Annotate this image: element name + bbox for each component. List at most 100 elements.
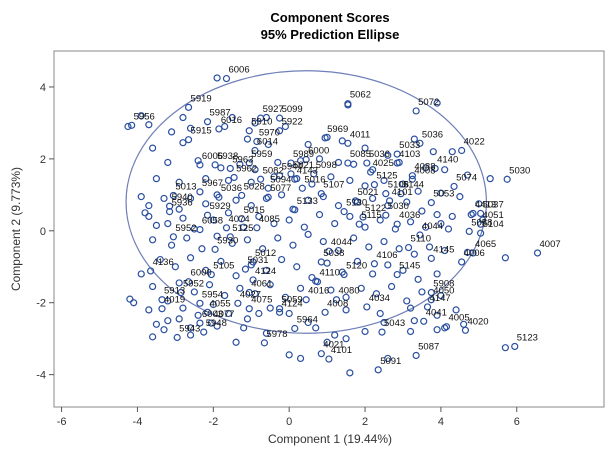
point-label: 5087 [418,341,439,352]
point-label: 5125 [376,171,397,182]
labeled-score-point [420,317,428,325]
score-point [270,220,278,228]
point-label: 5013 [175,181,196,192]
score-point [285,216,293,224]
score-point [410,135,418,143]
point-label: 4136 [153,257,174,268]
labeled-score-point [196,188,204,196]
score-point [296,284,305,292]
labeled-score-point [211,161,219,169]
point-label: 5964 [297,314,318,325]
labeled-score-point [275,308,284,316]
score-point [399,180,407,188]
score-point [448,148,456,156]
score-point [137,112,145,120]
y-tick-label: -4 [36,370,46,382]
point-label: 4044 [331,237,352,248]
point-label: 4007 [540,239,561,250]
point-label: 4101 [331,345,352,356]
score-point [186,324,195,332]
score-point [289,241,297,249]
score-point [384,151,392,159]
labeled-score-point [222,224,231,232]
labeled-score-point [184,103,193,111]
score-point [501,344,509,352]
point-label: 5072 [418,97,439,108]
point-label: 5110 [411,234,431,245]
point-label: 6006 [202,151,223,162]
labeled-score-point [317,350,325,358]
point-label: 5012 [255,248,276,259]
labeled-score-point [332,296,341,304]
score-point [277,191,286,199]
score-point [217,257,225,265]
point-label: 5120 [346,261,367,272]
labeled-score-point [203,118,212,126]
score-point [152,175,161,183]
labeled-score-point [275,114,284,122]
score-point [444,225,453,233]
score-point [403,297,411,305]
score-point [221,291,229,300]
score-point [342,293,350,301]
point-label: 4074 [228,214,249,225]
labeled-score-point [469,249,477,257]
point-label: 5954 [202,289,223,300]
labeled-score-point [238,191,246,200]
score-point [183,234,191,242]
point-label: 5919 [191,93,212,104]
point-label: 5987 [210,108,231,119]
score-point [414,275,422,283]
point-label: 4020 [467,316,488,327]
y-tick-label: 4 [40,82,46,94]
labeled-score-point [203,308,212,316]
x-tick-label: 6 [514,416,520,428]
point-label: 6003 [202,309,223,320]
x-tick-label: -2 [208,416,218,428]
score-point [141,209,149,217]
score-point [304,196,312,204]
labeled-score-point [196,161,204,169]
point-label: 5989 [293,149,314,160]
score-point [179,113,187,122]
score-point [198,245,206,253]
score-point [240,223,248,231]
labeled-score-point [450,182,458,191]
score-point [441,166,449,174]
labeled-score-point [370,181,379,189]
score-point [365,243,373,251]
score-point [406,304,415,312]
labeled-score-point [230,173,238,182]
score-point [463,171,472,179]
score-point [315,155,324,163]
labeled-score-point [215,125,223,133]
point-label: 4005 [448,313,469,324]
score-point [145,212,153,221]
score-point [410,317,418,325]
point-label: 6058 [202,216,223,227]
point-label: 4051 [483,210,504,221]
point-label: 5105 [213,261,234,272]
point-label: 5030 [509,165,530,176]
point-label: 5969 [327,124,348,135]
score-point [137,270,145,278]
score-point [406,327,415,336]
point-label: 5952 [175,223,196,234]
labeled-score-point [177,288,185,297]
point-label: 5125 [232,223,253,234]
labeled-score-point [325,355,333,363]
labeled-score-point [249,276,257,284]
point-label: 5082 [263,165,284,176]
score-point [228,239,236,247]
score-point [266,304,274,312]
y-axis: -4 -2 0 2 4 [36,82,54,382]
labeled-score-point [291,175,299,183]
labeled-score-point [128,121,136,129]
labeled-score-point [222,74,231,83]
score-point [422,164,430,172]
labeled-score-point [427,288,435,297]
score-point [160,326,168,334]
score-point [433,99,441,107]
score-point [240,324,248,332]
score-point [300,223,308,231]
